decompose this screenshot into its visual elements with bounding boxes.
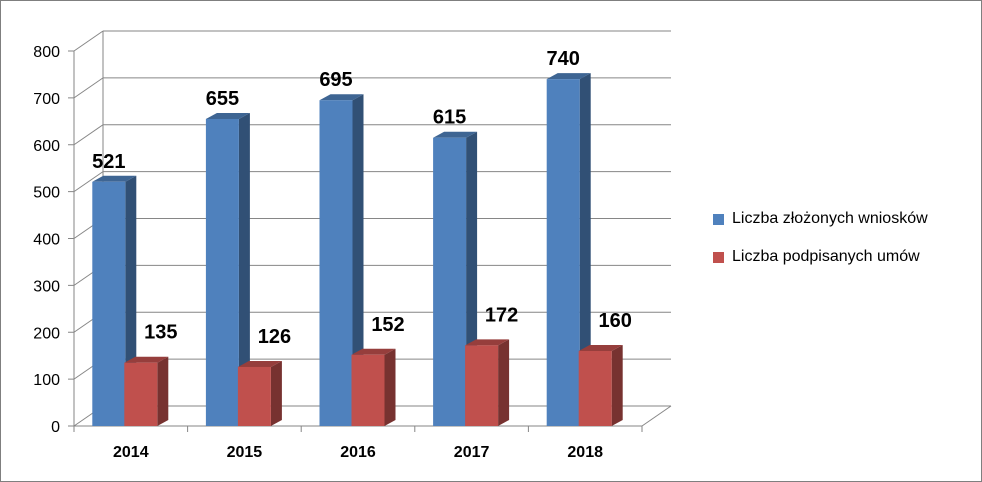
bar: [237, 366, 271, 426]
y-tick-label: 500: [33, 185, 60, 202]
data-label: 615: [433, 107, 466, 129]
bar-side: [611, 345, 623, 426]
bar: [124, 362, 158, 426]
bar-side: [238, 112, 250, 426]
bar-top: [205, 112, 250, 119]
legend: Liczba złożonych wniosków Liczba podpisa…: [713, 209, 928, 285]
bar: [351, 354, 385, 426]
data-label: 655: [206, 88, 239, 110]
bar: [92, 181, 126, 426]
bar-top: [546, 73, 591, 80]
bar-side: [384, 348, 396, 426]
x-tick-label: 2014: [113, 444, 149, 461]
y-tick-label: 200: [33, 325, 60, 342]
bar-side: [157, 356, 169, 426]
data-label: 521: [92, 151, 125, 173]
data-label: 135: [144, 322, 177, 344]
bar-side: [579, 73, 591, 426]
gridline-diagonal: [73, 30, 104, 52]
legend-item-applications: Liczba złożonych wniosków: [713, 209, 928, 229]
bar-top: [124, 356, 169, 363]
gridline-diagonal: [73, 124, 104, 146]
bar: [465, 345, 499, 426]
data-label: 160: [599, 310, 632, 332]
bar-top: [351, 348, 396, 355]
bar: [546, 79, 580, 426]
legend-label-applications: Liczba złożonych wniosków: [732, 210, 928, 227]
data-label: 740: [547, 48, 580, 70]
y-tick-label: 800: [33, 44, 60, 61]
bar: [578, 351, 612, 426]
bar: [319, 100, 353, 426]
bar-side: [270, 360, 282, 426]
bar-side: [498, 339, 510, 426]
y-tick-label: 700: [33, 91, 60, 108]
data-label: 126: [258, 326, 291, 348]
bar-top: [92, 175, 137, 182]
legend-swatch-applications: [713, 213, 724, 225]
legend-swatch-contracts: [713, 251, 724, 263]
bar: [205, 118, 239, 426]
data-label: 695: [319, 69, 352, 91]
y-tick-label: 100: [33, 372, 60, 389]
x-tick-label: 2016: [340, 444, 376, 461]
y-tick-label: 300: [33, 278, 60, 295]
x-tick-label: 2015: [227, 444, 263, 461]
floor-right-edge: [641, 405, 672, 427]
y-tick-label: 0: [51, 419, 60, 436]
y-tick-label: 600: [33, 138, 60, 155]
legend-item-contracts: Liczba podpisanych umów: [713, 247, 928, 267]
bar-top: [237, 360, 282, 367]
legend-label-contracts: Liczba podpisanych umów: [732, 248, 920, 265]
data-label: 172: [485, 304, 518, 326]
bar-top: [578, 345, 623, 351]
x-tick-label: 2018: [567, 444, 603, 461]
bar-top: [433, 131, 478, 138]
bar: [433, 137, 467, 426]
y-tick-label: 400: [33, 232, 60, 249]
x-tick-label: 2017: [454, 444, 490, 461]
bar-top: [465, 339, 510, 346]
bar-side: [352, 94, 364, 426]
bar-top: [319, 94, 364, 101]
gridline-diagonal: [73, 171, 104, 193]
data-label: 152: [371, 314, 404, 336]
gridline-diagonal: [73, 77, 104, 99]
